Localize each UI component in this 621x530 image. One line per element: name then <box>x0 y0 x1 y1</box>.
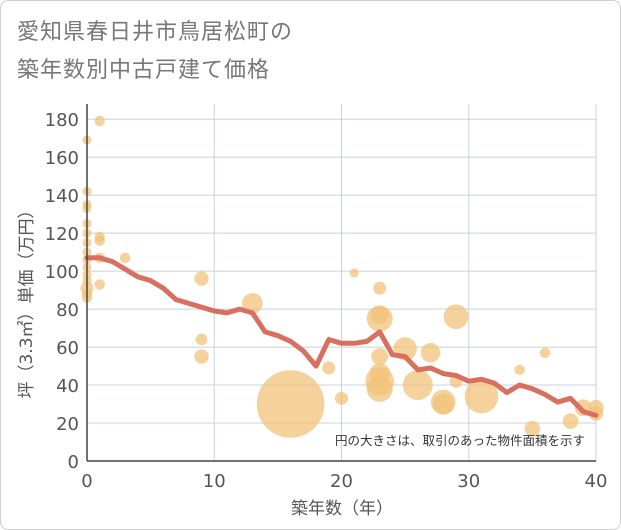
x-tick-label: 40 <box>585 471 608 492</box>
bubble <box>562 413 579 429</box>
bubble <box>514 364 525 376</box>
bubble <box>373 281 387 295</box>
bubble <box>94 115 105 127</box>
bubble <box>195 333 208 346</box>
bubble <box>94 279 105 290</box>
bubble <box>94 235 105 246</box>
y-tick-label: 120 <box>45 224 79 245</box>
x-tick-label: 0 <box>81 471 92 492</box>
size-annotation: 円の大きさは、取引のあった物件面積を示す <box>335 433 585 448</box>
title-line-2: 築年数別中古戸建て価格 <box>17 58 271 83</box>
y-tick-label: 80 <box>56 300 79 321</box>
x-tick-label: 20 <box>330 471 353 492</box>
trend-line <box>84 255 599 418</box>
grid-lines <box>86 104 597 462</box>
x-tick-label: 30 <box>457 471 480 492</box>
bubble <box>366 305 393 332</box>
bubble <box>322 361 336 375</box>
bubble <box>366 375 393 402</box>
y-tick-label: 0 <box>68 452 79 473</box>
y-tick-label: 60 <box>56 338 79 359</box>
bubble <box>371 348 389 366</box>
chart-title: 愛知県春日井市鳥居松町の 築年数別中古戸建て価格 <box>17 14 293 90</box>
title-line-1: 愛知県春日井市鳥居松町の <box>17 20 294 45</box>
axes: 0 20 40 60 80 100 120 140 160 180 0 10 20 30 40 <box>45 104 608 492</box>
bubble-layer <box>80 115 604 438</box>
y-tick-label: 180 <box>45 110 79 131</box>
y-tick-label: 140 <box>45 186 79 207</box>
bubble <box>194 349 209 364</box>
bubble <box>464 379 499 414</box>
y-tick-label: 160 <box>45 148 79 169</box>
bubble <box>402 370 433 400</box>
y-tick-label: 100 <box>45 262 79 283</box>
bubble <box>443 304 469 330</box>
bubble <box>539 347 551 358</box>
bubble <box>256 370 325 438</box>
bubble <box>194 271 209 286</box>
y-tick-label: 20 <box>56 414 79 435</box>
bubble <box>420 343 441 363</box>
bubble <box>349 268 359 278</box>
bubble <box>242 292 263 314</box>
bubble <box>335 391 348 405</box>
y-tick-label: 40 <box>56 376 79 397</box>
bubble <box>119 252 131 264</box>
x-tick-label: 10 <box>203 471 226 492</box>
y-axis-label: 坪（3.3㎡）単価（万円） <box>17 201 37 398</box>
bubble <box>524 420 541 437</box>
x-axis-label: 築年数（年） <box>291 499 393 519</box>
bubble <box>432 393 454 415</box>
